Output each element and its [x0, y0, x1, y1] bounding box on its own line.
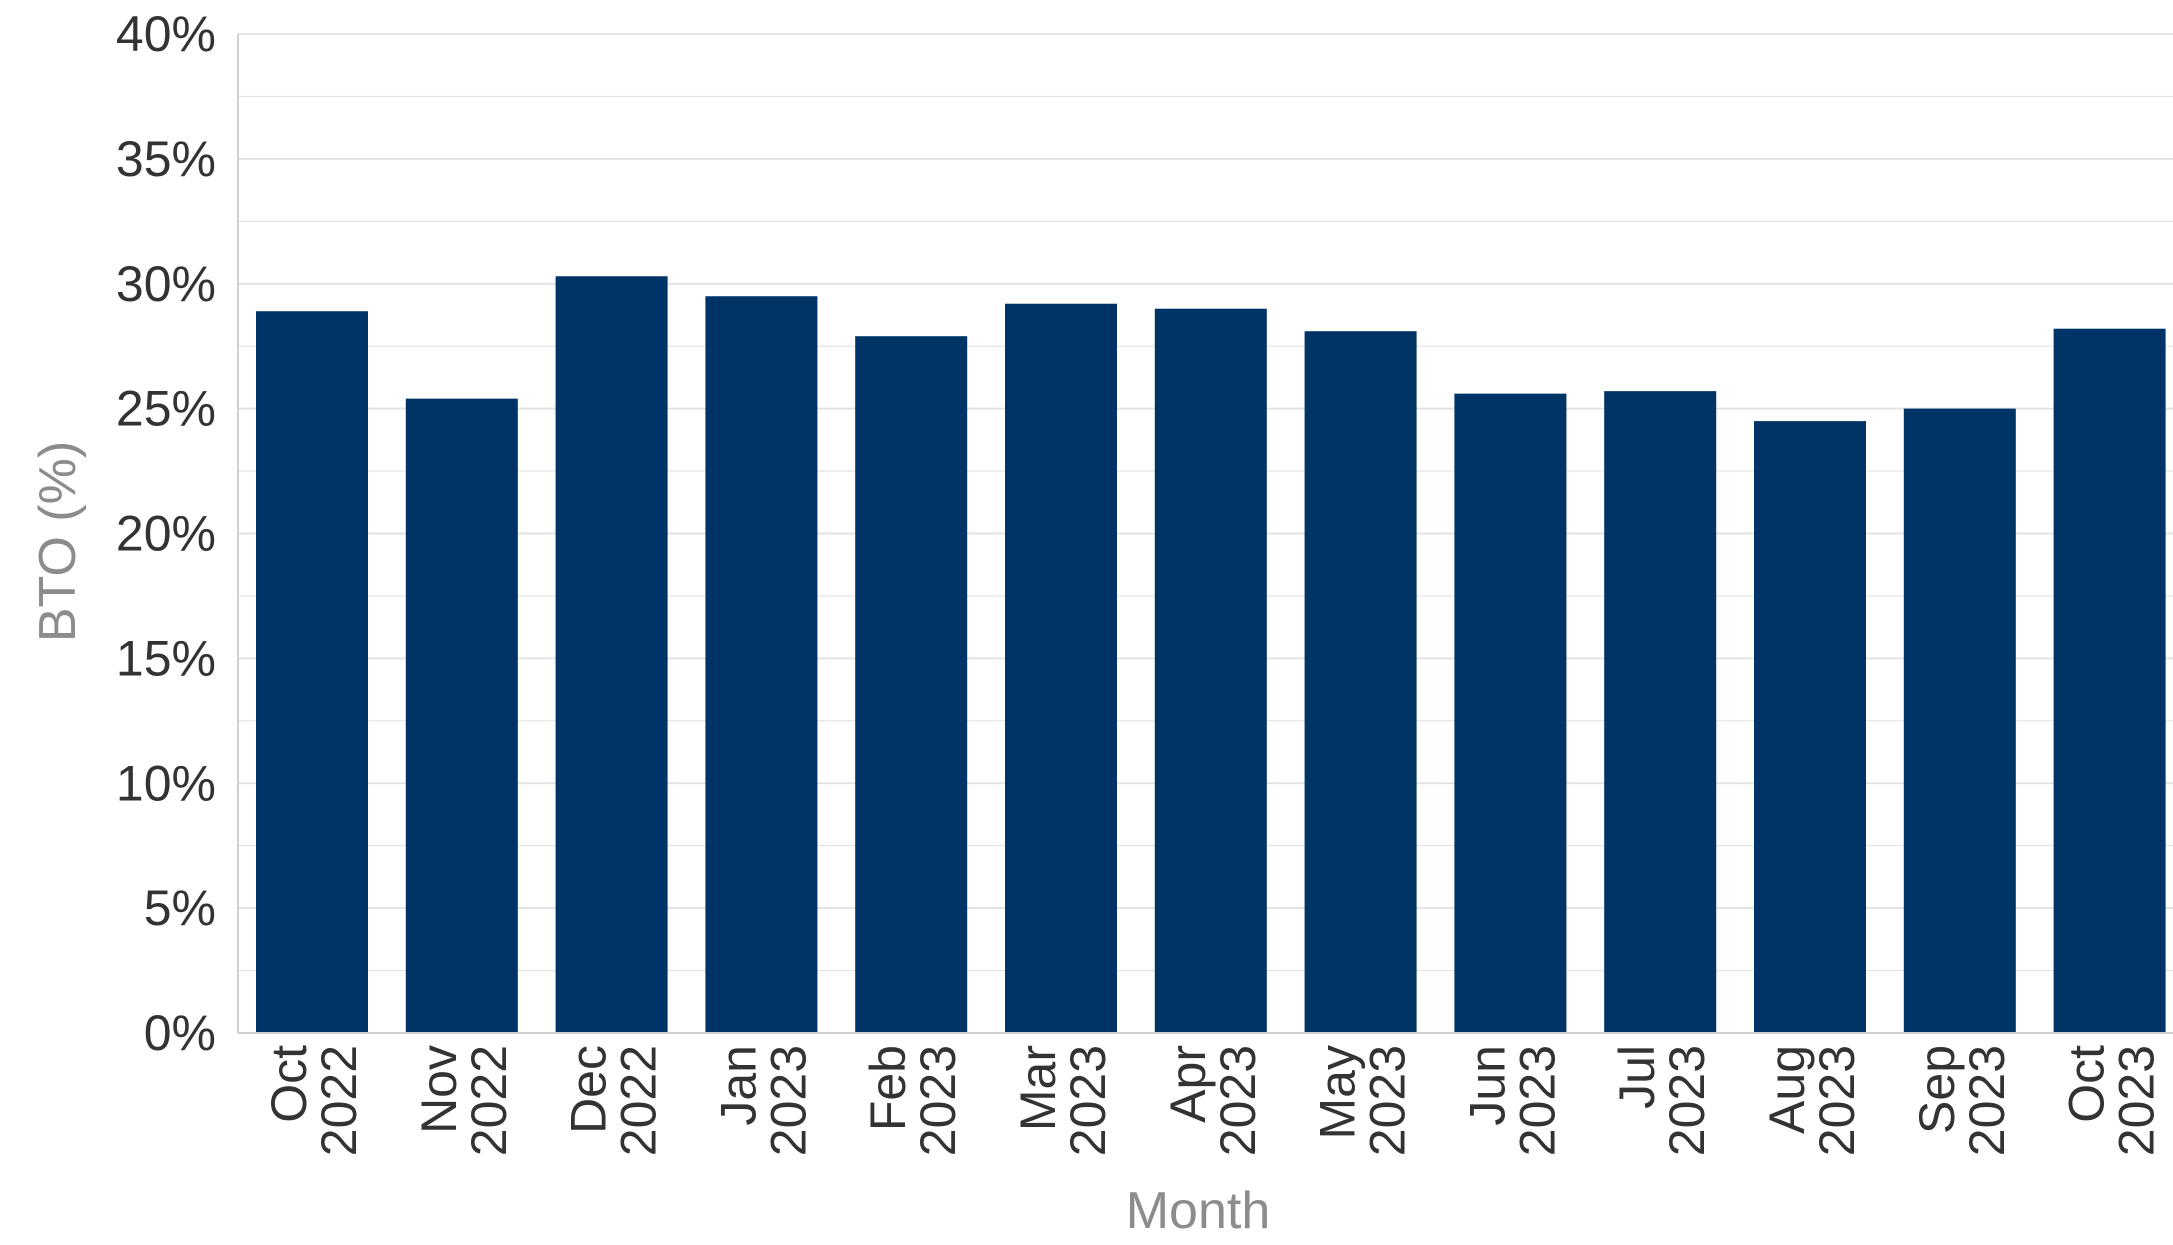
bar: [1005, 303, 1117, 1034]
y-tick-label: 20%: [116, 506, 216, 562]
x-tick-label-text: Oct2023: [2059, 1045, 2165, 1156]
year: 2023: [1509, 1045, 1565, 1156]
y-tick-label: 35%: [116, 131, 216, 187]
month-name: Nov: [411, 1045, 467, 1134]
bar: [1304, 331, 1417, 1033]
year: 2023: [910, 1045, 966, 1156]
x-tick-label: May2023: [1310, 1045, 1416, 1156]
y-tick-labels: 0% 5% 10% 15% 20% 25% 30% 35% 40%: [116, 6, 216, 1061]
month-name: Jun: [1459, 1045, 1515, 1126]
year: 2022: [611, 1045, 667, 1156]
x-tick-label: Jul2023: [1609, 1045, 1715, 1156]
x-tick-label-text: Dec2022: [561, 1045, 667, 1156]
x-tick-label-text: Jul2023: [1609, 1045, 1715, 1156]
x-tick-label: Oct2023: [2059, 1045, 2165, 1156]
x-tick-label: Feb2023: [860, 1045, 966, 1156]
y-tick-label: 10%: [116, 755, 216, 811]
year: 2023: [1210, 1045, 1266, 1156]
x-tick-label: Sep2023: [1909, 1045, 2015, 1156]
bar: [1604, 391, 1717, 1034]
y-tick-label: 25%: [116, 381, 216, 437]
month-name: Aug: [1759, 1045, 1815, 1134]
year: 2023: [1060, 1045, 1116, 1156]
bar: [1154, 308, 1267, 1034]
bar: [1454, 393, 1567, 1033]
x-tick-label-text: Nov2022: [411, 1045, 517, 1156]
month-name: Dec: [561, 1045, 617, 1134]
x-tick-label-text: May2023: [1310, 1045, 1416, 1156]
axes: [237, 34, 2173, 1034]
month-name: Oct: [2059, 1045, 2115, 1123]
year: 2023: [1809, 1045, 1865, 1156]
month-name: Mar: [1010, 1045, 1066, 1131]
y-tick-label: 30%: [116, 256, 216, 312]
month-name: Feb: [860, 1045, 916, 1131]
year: 2022: [311, 1045, 367, 1156]
x-tick-label-text: Jun2023: [1459, 1045, 1565, 1156]
year: 2023: [2109, 1045, 2165, 1156]
bar: [555, 276, 668, 1033]
bar: [256, 311, 368, 1033]
y-tick-label: 15%: [116, 630, 216, 686]
x-tick-label-text: Jan2023: [710, 1045, 816, 1156]
year: 2023: [1360, 1045, 1416, 1156]
month-name: Jul: [1609, 1045, 1665, 1109]
x-tick-label: Oct2022: [261, 1045, 367, 1156]
month-name: Jan: [710, 1045, 766, 1126]
x-tick-label: Dec2022: [561, 1045, 667, 1156]
month-name: May: [1310, 1045, 1366, 1139]
x-tick-label: Aug2023: [1759, 1045, 1865, 1156]
x-tick-label-text: Apr2023: [1160, 1045, 1266, 1156]
y-axis-title: BTO (%): [29, 441, 87, 642]
x-tick-label: Jun2023: [1459, 1045, 1565, 1156]
y-tick-label: 5%: [144, 880, 216, 936]
month-name: Sep: [1909, 1045, 1965, 1134]
bar: [2053, 328, 2166, 1034]
bars: [256, 276, 2166, 1034]
bar: [1754, 421, 1866, 1033]
x-tick-label-text: Feb2023: [860, 1045, 966, 1156]
x-tick-labels: Oct2022 Nov2022 Dec2022 Jan2023 Feb2023 Mar20…: [261, 1045, 2165, 1156]
year: 2023: [760, 1045, 816, 1156]
x-axis-title: Month: [1126, 1182, 1271, 1240]
bar: [705, 296, 818, 1033]
x-tick-label: Jan2023: [710, 1045, 816, 1156]
x-tick-label-text: Oct2022: [261, 1045, 367, 1156]
x-tick-label: Nov2022: [411, 1045, 517, 1156]
bar: [405, 398, 518, 1033]
month-name: Oct: [261, 1045, 317, 1123]
x-tick-label-text: Mar2023: [1010, 1045, 1116, 1156]
month-name: Apr: [1160, 1045, 1216, 1123]
year: 2023: [1659, 1045, 1715, 1156]
y-tick-label: 0%: [144, 1005, 216, 1061]
x-tick-label-text: Sep2023: [1909, 1045, 2015, 1156]
x-tick-label: Mar2023: [1010, 1045, 1116, 1156]
year: 2023: [1959, 1045, 2015, 1156]
y-tick-label: 40%: [116, 6, 216, 62]
bar: [1903, 408, 2016, 1033]
x-tick-label: Apr2023: [1160, 1045, 1266, 1156]
year: 2022: [461, 1045, 517, 1156]
x-tick-label-text: Aug2023: [1759, 1045, 1865, 1156]
bar: [855, 336, 968, 1033]
